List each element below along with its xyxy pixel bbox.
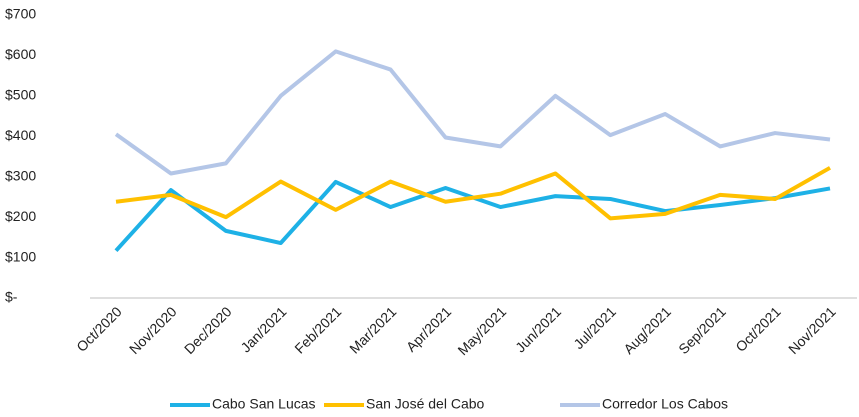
x-tick-label: Oct/2020: [73, 303, 125, 355]
series-line: [115, 166, 831, 221]
x-tick-label: Jul/2021: [570, 303, 619, 352]
series-line: [114, 49, 831, 176]
x-tick-label: Sep/2021: [675, 303, 729, 357]
y-tick-label: $-: [5, 289, 18, 305]
x-tick-label: Nov/2021: [785, 303, 839, 357]
x-tick-label: May/2021: [454, 303, 509, 358]
x-tick-label: Feb/2021: [291, 303, 344, 356]
x-tick-label: Aug/2021: [620, 303, 674, 357]
y-tick-label: $500: [5, 87, 36, 103]
y-tick-label: $700: [5, 6, 36, 22]
legend-label: San José del Cabo: [366, 396, 485, 412]
legend-label: Corredor Los Cabos: [602, 396, 728, 412]
y-tick-label: $300: [5, 167, 36, 183]
x-tick-label: Oct/2021: [732, 303, 784, 355]
y-tick-label: $200: [5, 208, 36, 224]
y-tick-label: $600: [5, 46, 36, 62]
x-tick-label: Nov/2020: [126, 303, 180, 357]
x-tick-label: Dec/2020: [181, 303, 235, 357]
x-tick-label: Apr/2021: [403, 303, 455, 355]
y-tick-label: $400: [5, 127, 36, 143]
x-tick-label: Jun/2021: [512, 303, 564, 355]
x-tick-label: Jan/2021: [237, 303, 289, 355]
x-tick-label: Mar/2021: [346, 303, 399, 356]
legend-label: Cabo San Lucas: [212, 396, 316, 412]
y-tick-label: $100: [5, 248, 36, 264]
